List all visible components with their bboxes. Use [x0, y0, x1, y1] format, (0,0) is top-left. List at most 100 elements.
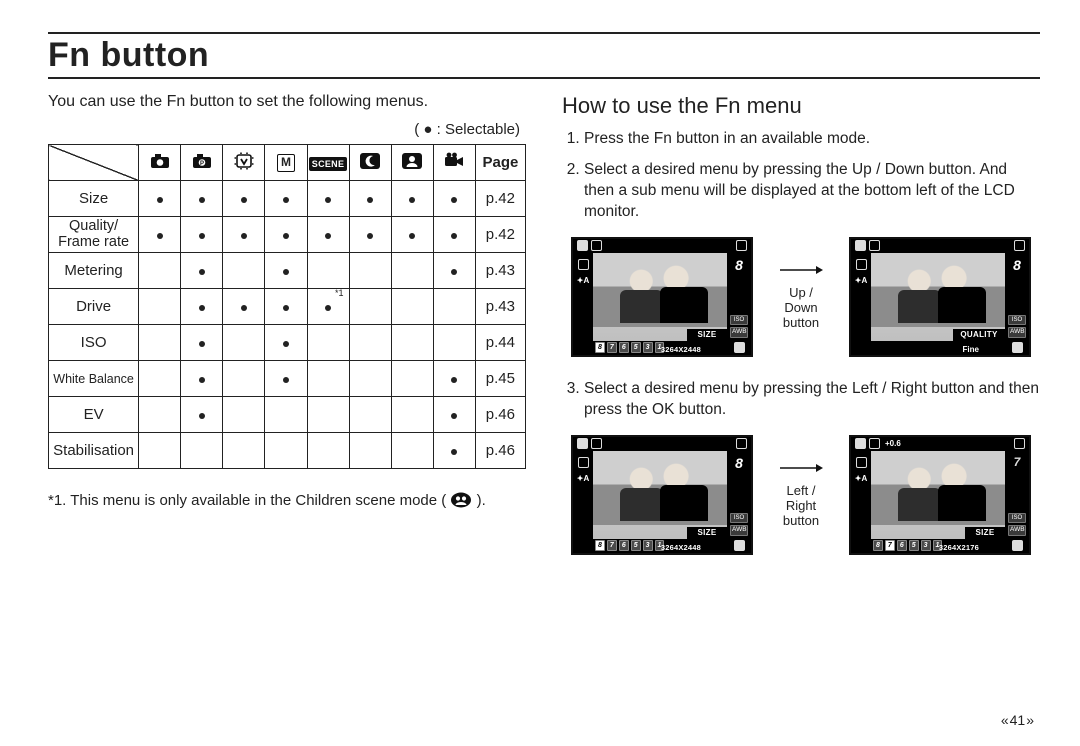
table-header-row: P M SCENE	[49, 145, 526, 181]
mode-night-icon	[349, 145, 391, 181]
cell	[181, 217, 223, 253]
cell	[223, 361, 265, 397]
size-chip: 3	[921, 540, 931, 551]
table-row: White Balancep.45	[49, 361, 526, 397]
figure-row-2: ✦A 8 ISO AWB SIZE 876531 3264X2448	[562, 435, 1040, 555]
cell	[265, 325, 307, 361]
step-2: Select a desired menu by pressing the Up…	[584, 160, 1040, 223]
lcd-size: ✦A 8 ISO AWB SIZE 876531 3264X2448	[571, 237, 753, 357]
cell	[433, 361, 475, 397]
cell	[391, 217, 433, 253]
how-to-heading: How to use the Fn menu	[562, 93, 1040, 119]
row-label: Quality/Frame rate	[49, 217, 139, 253]
cell	[349, 181, 391, 217]
table-row: Size p.42	[49, 181, 526, 217]
cell	[223, 325, 265, 361]
cell	[223, 253, 265, 289]
right-column: How to use the Fn menu Press the Fn butt…	[562, 93, 1040, 577]
lcd-size-2: ✦A 8 ISO AWB SIZE 876531 3264X2448	[571, 435, 753, 555]
footnote: *1. This menu is only available in the C…	[48, 491, 526, 511]
size-chip: 5	[631, 342, 641, 353]
table-row: Quality/Frame ratep.42	[49, 217, 526, 253]
page-header: Page	[475, 145, 525, 181]
figure-row-1: ✦A 8 ISO AWB SIZE 876531 3264X2448	[562, 237, 1040, 357]
intro-text: You can use the Fn button to set the fol…	[48, 93, 526, 111]
cell	[307, 361, 349, 397]
table-row: Drive*1p.43	[49, 289, 526, 325]
left-column: You can use the Fn button to set the fol…	[48, 93, 526, 577]
cell	[307, 325, 349, 361]
cell	[307, 217, 349, 253]
page-ref: p.46	[475, 433, 525, 469]
cell	[349, 253, 391, 289]
cell	[391, 289, 433, 325]
resolution-1b: 3264X2448	[661, 543, 701, 552]
arrow-updown: Up / Downbutton	[771, 263, 831, 331]
mode-manual-icon: M	[265, 145, 307, 181]
size-chip: 3	[643, 540, 653, 551]
quality-label: QUALITY	[953, 329, 1005, 341]
page-ref: p.43	[475, 253, 525, 289]
cell	[223, 289, 265, 325]
cell	[181, 253, 223, 289]
page-ref: p.42	[475, 181, 525, 217]
cell	[391, 433, 433, 469]
table-row: EVp.46	[49, 397, 526, 433]
cell	[181, 361, 223, 397]
cell	[139, 289, 181, 325]
size-chip: 7	[607, 342, 617, 353]
cell	[433, 289, 475, 325]
size-chip: 7	[607, 540, 617, 551]
iso-chip: ISO	[1008, 315, 1026, 325]
cell	[307, 253, 349, 289]
cell	[349, 433, 391, 469]
cell	[433, 325, 475, 361]
awb-chip: AWB	[1008, 327, 1026, 338]
mode-asr-icon	[223, 145, 265, 181]
size-chip: 5	[909, 540, 919, 551]
size-chip: 6	[619, 342, 629, 353]
cell	[265, 217, 307, 253]
cell	[349, 325, 391, 361]
cell	[391, 181, 433, 217]
steps-list-2: Select a desired menu by pressing the Le…	[562, 379, 1040, 421]
cell	[307, 433, 349, 469]
table-row: Metering p.43	[49, 253, 526, 289]
cell	[433, 253, 475, 289]
size-label: SIZE	[965, 527, 1005, 539]
step-3: Select a desired menu by pressing the Le…	[584, 379, 1040, 421]
mode-portrait-icon	[391, 145, 433, 181]
cell	[433, 397, 475, 433]
cell	[265, 289, 307, 325]
step-1: Press the Fn button in an available mode…	[584, 129, 1040, 150]
cell	[181, 325, 223, 361]
steps-list: Press the Fn button in an available mode…	[562, 129, 1040, 223]
size-chip: 6	[897, 540, 907, 551]
cell	[223, 217, 265, 253]
page-ref: p.44	[475, 325, 525, 361]
cell	[265, 361, 307, 397]
fine-label: Fine	[963, 345, 979, 354]
children-mode-icon	[450, 491, 472, 511]
row-label: ISO	[49, 325, 139, 361]
size-chip: 6	[619, 540, 629, 551]
page-ref: p.43	[475, 289, 525, 325]
cell	[139, 253, 181, 289]
lcd-8-badge: 8	[735, 257, 743, 273]
row-label: Size	[49, 181, 139, 217]
cell	[139, 181, 181, 217]
lcd-quality: ✦A 8 ISO AWB QUALITY Fine	[849, 237, 1031, 357]
row-label: Metering	[49, 253, 139, 289]
cell	[139, 217, 181, 253]
cell	[307, 181, 349, 217]
awb-chip: AWB	[730, 525, 748, 536]
cell	[181, 433, 223, 469]
page-title: Fn button	[48, 36, 1040, 75]
mode-auto-icon	[139, 145, 181, 181]
cell	[391, 253, 433, 289]
size-chip: 5	[631, 540, 641, 551]
cell	[433, 181, 475, 217]
cell	[349, 361, 391, 397]
resolution-2: 3264X2176	[939, 543, 979, 552]
arrow-leftright-label: Left / Rightbutton	[771, 484, 831, 529]
